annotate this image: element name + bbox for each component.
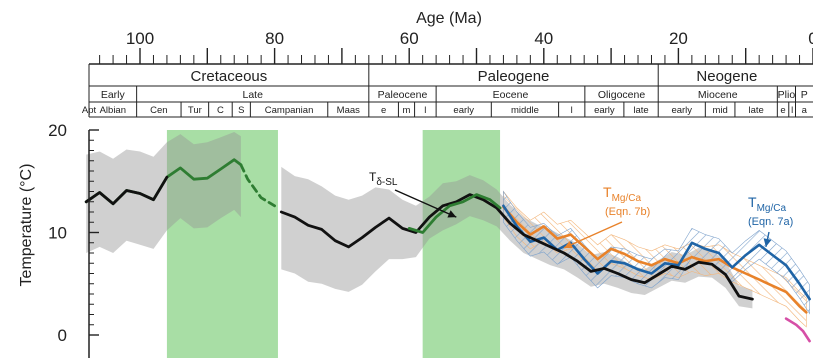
arrow-tdsl-head [447, 210, 457, 218]
stage-label: a [802, 105, 808, 116]
label-mgca-7b-paren: (Eqn. 7b) [605, 206, 650, 218]
stage-label: early [453, 105, 474, 116]
stage-label: mid [712, 105, 727, 116]
y-tick-label: 10 [48, 224, 67, 243]
top-tick-label: 0 [808, 29, 813, 48]
epoch-label: Early [101, 89, 126, 101]
epoch-label: Paleocene [378, 89, 428, 101]
arrow-mgca-7b [563, 221, 623, 249]
stage-label: l [571, 105, 573, 116]
label-tdsl-sub: δ-SL [376, 177, 398, 188]
tdsl-line-green-eocene [407, 193, 502, 234]
top-tick-label: 80 [265, 29, 284, 48]
period-label: Paleogene [478, 68, 550, 85]
stage-label: middle [511, 105, 539, 116]
period-label: Neogene [696, 68, 757, 85]
stage-label: l [424, 105, 426, 116]
arrow-mgca-7b-head [563, 240, 573, 249]
stage-label: Campanian [265, 105, 314, 116]
label-mgca-7b: TMg/Ca [603, 184, 641, 204]
label-mgca-7a: TMg/Ca [748, 194, 786, 214]
stage-label: m [403, 105, 411, 116]
stage-label: late [633, 105, 648, 116]
label-mgca-7a-sub: Mg/Ca [757, 203, 787, 214]
y-axis-title: Temperature (°C) [18, 164, 35, 287]
stage-label: S [238, 105, 244, 116]
top-tick-label: 100 [126, 29, 154, 48]
epoch-label: Miocene [698, 89, 738, 101]
tdsl-line-albian [84, 175, 169, 206]
stage-label: Maas [337, 105, 360, 116]
geologic-timescale: Cretaceous Paleogene Neogene Early Late Paleo… [82, 64, 813, 118]
stage-label: late [748, 105, 763, 116]
tdsl-line-dashed [239, 163, 276, 208]
y-tick-label: 20 [48, 121, 67, 140]
shaded-interval-1 [422, 130, 501, 358]
top-tick-label: 60 [400, 29, 419, 48]
tdsl-line-2 [279, 193, 754, 301]
mgca-7b-line [502, 205, 808, 314]
epoch-label: P [801, 89, 808, 101]
period-label: Cretaceous [191, 68, 268, 85]
tdsl-band-1 [86, 132, 241, 253]
top-axis-title: Age (Ma) [416, 10, 482, 27]
stage-label: early [594, 105, 615, 116]
stage-label: early [671, 105, 692, 116]
stage-label: l [791, 105, 793, 116]
label-mgca-7a-paren: (Eqn. 7a) [748, 216, 793, 228]
stage-label: Albian [100, 105, 126, 116]
stage-label: e [780, 105, 785, 116]
epoch-label: Late [243, 89, 264, 101]
stage-label: e [381, 105, 386, 116]
stage-label: Tur [188, 105, 202, 116]
epoch-label: Eocene [493, 89, 529, 101]
arrow-mgca-7a-head [763, 238, 772, 247]
label-mgca-7b-sub: Mg/Ca [612, 193, 642, 204]
y-tick-label: 0 [58, 326, 67, 345]
label-tdsl: Tδ-SL [369, 170, 398, 188]
epoch-label: Plio [778, 89, 796, 101]
epoch-label: Oligocene [598, 89, 645, 101]
stage-label: C [217, 105, 224, 116]
top-tick-label: 20 [669, 29, 688, 48]
pink-line [784, 317, 811, 343]
stage-label: Cen [150, 105, 167, 116]
axis-ticks: 100 80 60 40 20 0 0 10 20 [48, 29, 813, 345]
arrow-tdsl [394, 189, 457, 218]
series-lines [84, 158, 811, 343]
top-tick-label: 40 [534, 29, 553, 48]
